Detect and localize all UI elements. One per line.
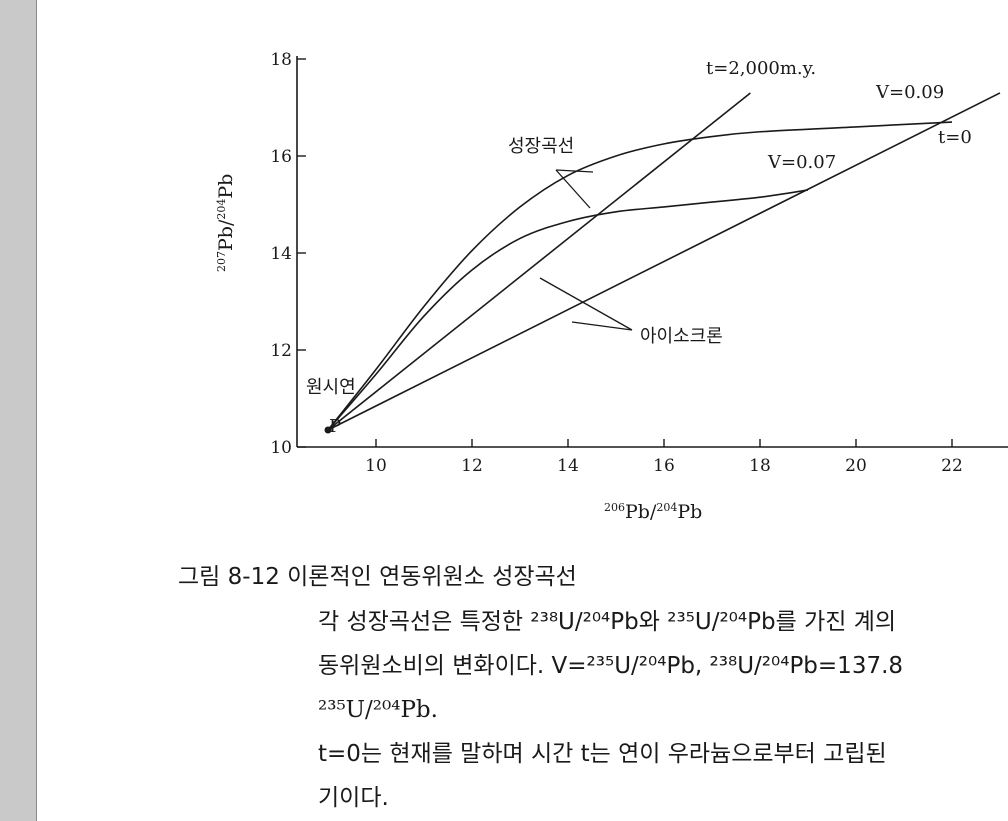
annotation-leader-1 <box>555 169 591 209</box>
x-tick-label: 16 <box>653 456 675 476</box>
series-isochron-2 <box>327 92 751 431</box>
label-v-009: V=0.09 <box>875 82 944 103</box>
label-primordial-lead: 원시연 <box>306 377 356 398</box>
y-tick-label: 18 <box>270 50 292 70</box>
x-tick-label: 20 <box>845 456 867 476</box>
label-growth-curve: 성장곡선 <box>508 136 574 157</box>
y-axis-title: 207Pb/204Pb <box>215 174 237 272</box>
axes: 10 12 14 16 18 20 22 10 12 14 16 18 <box>270 50 1008 476</box>
x-tick-label: 14 <box>557 456 579 476</box>
x-tick-label: 12 <box>461 456 483 476</box>
y-tick-label: 14 <box>270 244 292 264</box>
x-tick-label: 18 <box>749 456 771 476</box>
x-tick-label: 22 <box>941 456 963 476</box>
caption-line-3: ²³⁵U/²⁰⁴Pb. <box>318 697 438 723</box>
figure-caption-title: 그림 8-12 이론적인 연동위원소 성장곡선 <box>178 564 577 590</box>
labels: t=2,000m.y. V=0.09 t=0 V=0.07 성장곡선 아이소크론… <box>215 58 972 523</box>
label-t-2000: t=2,000m.y. <box>706 58 816 79</box>
annotation-leader-0 <box>555 169 594 173</box>
y-tick-label: 12 <box>270 341 292 361</box>
isotope-growth-chart: 10 12 14 16 18 20 22 10 12 14 16 18 t=2,000m.y. V=0… <box>215 50 1008 523</box>
annotation-leader-3 <box>571 321 633 331</box>
y-tick-label: 16 <box>270 147 292 167</box>
caption-line-2: 동위원소비의 변화이다. V=²³⁵U/²⁰⁴Pb, ²³⁸U/²⁰⁴Pb=13… <box>318 653 904 679</box>
left-margin-bar <box>0 0 37 821</box>
curves <box>324 92 1001 434</box>
label-t-0: t=0 <box>938 127 972 148</box>
primordial-point-marker <box>324 426 332 434</box>
label-v-007: V=0.07 <box>767 152 836 173</box>
series-growth-curve-1 <box>327 189 809 431</box>
label-isochron: 아이소크론 <box>640 326 723 347</box>
label-point-p: P <box>329 416 341 437</box>
y-tick-label: 10 <box>270 438 292 458</box>
caption-line-4: t=0는 현재를 말하며 시간 t는 연이 우라늄으로부터 고립된 <box>318 741 887 767</box>
caption-line-5: 기이다. <box>318 785 389 811</box>
caption-line-1: 각 성장곡선은 특정한 ²³⁸U/²⁰⁴Pb와 ²³⁵U/²⁰⁴Pb를 가진 계… <box>318 609 897 635</box>
x-axis-title: 206Pb/204Pb <box>604 501 702 523</box>
x-tick-label: 10 <box>365 456 387 476</box>
series-growth-curve-0 <box>327 121 953 431</box>
annotation-leader-2 <box>539 277 633 331</box>
series-isochron-3 <box>327 92 1001 431</box>
